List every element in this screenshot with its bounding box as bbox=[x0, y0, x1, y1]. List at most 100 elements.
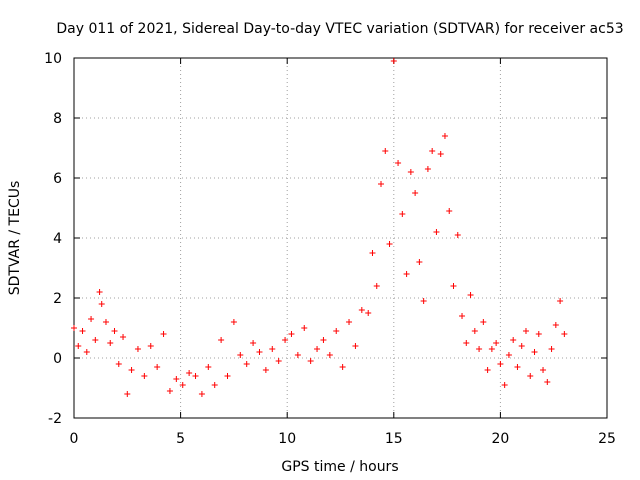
data-point bbox=[346, 319, 353, 325]
y-tick-label: -2 bbox=[48, 411, 62, 427]
data-point bbox=[395, 160, 402, 166]
grid-lines bbox=[74, 58, 607, 418]
data-point bbox=[288, 331, 295, 337]
data-point bbox=[282, 337, 289, 343]
data-point bbox=[224, 373, 231, 379]
data-point bbox=[459, 313, 466, 319]
data-point bbox=[256, 349, 263, 355]
x-tick-label: 15 bbox=[385, 431, 403, 447]
data-point bbox=[102, 319, 109, 325]
data-point bbox=[186, 370, 193, 376]
data-point bbox=[497, 361, 504, 367]
y-axis-label: SDTVAR / TECUs bbox=[7, 181, 23, 296]
data-point bbox=[446, 208, 453, 214]
data-point bbox=[166, 388, 173, 394]
y-tick-label: 2 bbox=[53, 291, 62, 307]
data-point bbox=[386, 241, 393, 247]
data-point bbox=[531, 349, 538, 355]
data-point bbox=[358, 307, 365, 313]
x-tick-label: 10 bbox=[278, 431, 296, 447]
data-point bbox=[510, 337, 517, 343]
data-point bbox=[154, 364, 161, 370]
data-point bbox=[505, 352, 512, 358]
data-point bbox=[450, 283, 457, 289]
data-point bbox=[480, 319, 487, 325]
chart-title: Day 011 of 2021, Sidereal Day-to-day VTE… bbox=[56, 21, 623, 37]
data-point bbox=[83, 349, 90, 355]
data-point bbox=[433, 229, 440, 235]
data-point bbox=[120, 334, 127, 340]
data-point bbox=[243, 361, 250, 367]
data-point bbox=[476, 346, 483, 352]
data-point bbox=[269, 346, 276, 352]
x-tick-label: 25 bbox=[598, 431, 616, 447]
data-point bbox=[98, 301, 105, 307]
x-tick-label: 5 bbox=[176, 431, 185, 447]
data-point bbox=[141, 373, 148, 379]
data-point bbox=[128, 367, 135, 373]
data-point bbox=[160, 331, 167, 337]
data-point bbox=[352, 343, 359, 349]
data-point bbox=[471, 328, 478, 334]
data-point bbox=[557, 298, 564, 304]
data-point bbox=[540, 367, 547, 373]
data-point bbox=[369, 250, 376, 256]
data-point bbox=[514, 364, 521, 370]
data-point bbox=[339, 364, 346, 370]
data-point bbox=[424, 166, 431, 172]
data-point bbox=[320, 337, 327, 343]
data-point bbox=[192, 373, 199, 379]
data-point bbox=[230, 319, 237, 325]
data-point bbox=[493, 340, 500, 346]
data-point bbox=[314, 346, 321, 352]
x-axis-label: GPS time / hours bbox=[281, 459, 398, 475]
data-point bbox=[107, 340, 114, 346]
data-point bbox=[79, 328, 86, 334]
x-tick-label: 0 bbox=[70, 431, 79, 447]
data-point bbox=[96, 289, 103, 295]
data-point bbox=[467, 292, 474, 298]
y-tick-label: 0 bbox=[53, 351, 62, 367]
y-tick-label: 4 bbox=[53, 231, 62, 247]
data-point bbox=[552, 322, 559, 328]
x-axis-ticks: 0 5 10 15 20 25 bbox=[70, 58, 616, 447]
data-point bbox=[390, 58, 397, 64]
data-point bbox=[488, 346, 495, 352]
data-point bbox=[307, 358, 314, 364]
data-point bbox=[454, 232, 461, 238]
data-point bbox=[378, 181, 385, 187]
data-point bbox=[211, 382, 218, 388]
data-point bbox=[373, 283, 380, 289]
data-point bbox=[527, 373, 534, 379]
y-tick-label: 10 bbox=[44, 51, 62, 67]
data-point bbox=[237, 352, 244, 358]
data-point bbox=[365, 310, 372, 316]
data-point bbox=[437, 151, 444, 157]
data-point bbox=[111, 328, 118, 334]
x-tick-label: 20 bbox=[491, 431, 509, 447]
data-point bbox=[250, 340, 257, 346]
data-point bbox=[420, 298, 427, 304]
data-point bbox=[501, 382, 508, 388]
data-point bbox=[407, 169, 414, 175]
data-point bbox=[88, 316, 95, 322]
data-point bbox=[441, 133, 448, 139]
data-point bbox=[275, 358, 282, 364]
data-point bbox=[412, 190, 419, 196]
data-point bbox=[173, 376, 180, 382]
data-point bbox=[198, 391, 205, 397]
data-point bbox=[535, 331, 542, 337]
data-point bbox=[75, 343, 82, 349]
y-tick-label: 8 bbox=[53, 111, 62, 127]
data-point bbox=[92, 337, 99, 343]
data-point bbox=[544, 379, 551, 385]
data-point bbox=[416, 259, 423, 265]
data-point bbox=[71, 325, 77, 331]
data-point bbox=[218, 337, 225, 343]
data-points bbox=[71, 58, 568, 397]
data-point bbox=[333, 328, 340, 334]
data-point bbox=[326, 352, 333, 358]
data-point bbox=[403, 271, 410, 277]
